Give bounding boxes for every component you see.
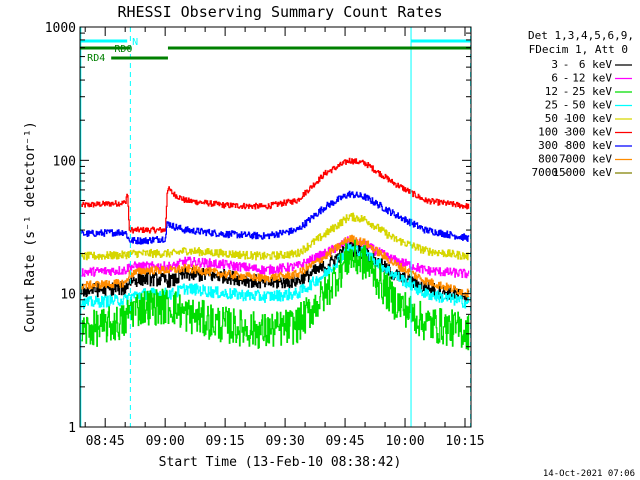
legend-label-low: 3 [551, 58, 558, 71]
x-tick-label: 09:00 [146, 434, 185, 449]
legend-label-low: 6 [551, 72, 558, 85]
legend-label-high: 300 keV [566, 126, 613, 139]
legend-label-low: 100 [538, 126, 558, 139]
legend-label-low: 25 [545, 99, 558, 112]
series-line-800-7000-kev [81, 234, 470, 298]
x-tick-label: 09:45 [325, 434, 364, 449]
series-line-25-50-kev [81, 243, 470, 310]
annotation-label-rd4: RD4 [87, 53, 105, 64]
legend-label-high: 100 keV [566, 112, 613, 125]
y-tick-label: 1 [68, 421, 76, 436]
y-tick-label: 1000 [45, 21, 76, 36]
legend-label-high: 50 keV [572, 99, 612, 112]
legend-label-high: 7000 keV [559, 153, 612, 166]
legend-label-low: 300 [538, 139, 558, 152]
annotation-label-rd0: RD0 [114, 44, 132, 55]
series-line-12-25-kev [81, 239, 470, 351]
legend-dash: - [563, 153, 570, 166]
legend-label-high: 6 keV [579, 58, 612, 71]
legend-label-high: 800 keV [566, 139, 613, 152]
legend-dash: - [563, 126, 570, 139]
legend-dash: - [563, 72, 570, 85]
legend-dash: - [563, 112, 570, 125]
series-group [81, 157, 470, 351]
legend-dash: - [563, 139, 570, 152]
legend-label-low: 50 [545, 112, 558, 125]
legend-label-low: 12 [545, 85, 558, 98]
series-line-50-100-kev [81, 212, 470, 261]
series-line-6-12-kev [81, 236, 470, 279]
y-tick-label: 10 [60, 288, 76, 303]
y-axis-ticks: 1 10 100 1000 [45, 21, 471, 436]
series-line-100-300-kev [81, 157, 470, 234]
x-axis-ticks: 08:45 09:00 09:15 09:30 09:45 10:00 10:15 [84, 27, 485, 449]
legend-dash: - [563, 58, 570, 71]
legend-label-high: 15000 keV [552, 166, 612, 179]
plot-frame [79, 26, 472, 428]
series-line-300-800-kev [81, 190, 470, 245]
legend-label-low: 7000 [532, 166, 559, 179]
legend-header-2: FDecim 1, Att 0 [529, 43, 628, 56]
legend-label-high: 25 keV [572, 85, 612, 98]
x-tick-label: 09:15 [206, 434, 245, 449]
x-tick-label: 10:00 [385, 434, 424, 449]
y-axis-label: Count Rate (s⁻¹ detector⁻¹) [23, 121, 38, 332]
chart-title: RHESSI Observing Summary Count Rates [117, 3, 442, 21]
legend-header-1: Det 1,3,4,5,6,9, [528, 29, 634, 42]
legend-label-low: 800 [538, 153, 558, 166]
x-tick-label: 08:45 [86, 434, 125, 449]
x-tick-label: 10:15 [445, 434, 484, 449]
x-tick-label: 09:30 [266, 434, 305, 449]
y-tick-label: 100 [53, 154, 76, 169]
legend-dash: - [563, 166, 570, 179]
legend-dash: - [563, 99, 570, 112]
legend: Det 1,3,4,5,6,9, FDecim 1, Att 0 3-6 keV… [528, 29, 634, 179]
legend-dash: - [563, 85, 570, 98]
x-axis-label: Start Time (13-Feb-10 08:38:42) [159, 455, 402, 470]
annotation-label-n: N [132, 37, 138, 48]
legend-label-high: 12 keV [572, 72, 612, 85]
footer-timestamp: 14-Oct-2021 07:06 [543, 469, 635, 479]
vertical-markers [80, 27, 472, 427]
